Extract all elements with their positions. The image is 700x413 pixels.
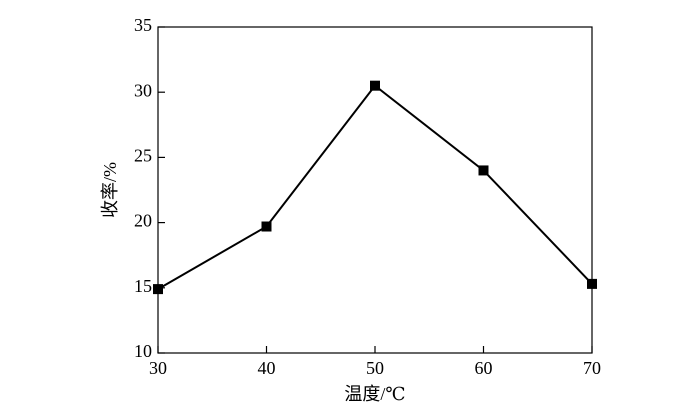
y-tick-label: 30 bbox=[134, 80, 152, 100]
x-tick-label: 50 bbox=[366, 358, 384, 378]
y-axis-label: 收率/% bbox=[100, 162, 120, 218]
x-tick-label: 60 bbox=[475, 358, 493, 378]
data-marker bbox=[370, 80, 380, 91]
y-tick-label: 25 bbox=[134, 146, 152, 166]
y-tick-label: 15 bbox=[134, 276, 152, 296]
data-line bbox=[157, 84, 593, 290]
data-marker bbox=[153, 284, 163, 295]
y-tick-label: 10 bbox=[134, 341, 152, 361]
y-tick-label: 20 bbox=[134, 211, 152, 231]
x-tick-label: 40 bbox=[258, 358, 276, 378]
y-tick-label: 35 bbox=[134, 15, 152, 35]
x-axis-label: 温度/℃ bbox=[344, 384, 405, 404]
x-tick-label: 70 bbox=[583, 358, 601, 378]
x-tick-label: 30 bbox=[149, 358, 167, 378]
data-marker bbox=[261, 221, 272, 232]
plot-frame bbox=[157, 26, 593, 354]
data-marker bbox=[587, 278, 597, 289]
data-marker bbox=[478, 165, 489, 176]
